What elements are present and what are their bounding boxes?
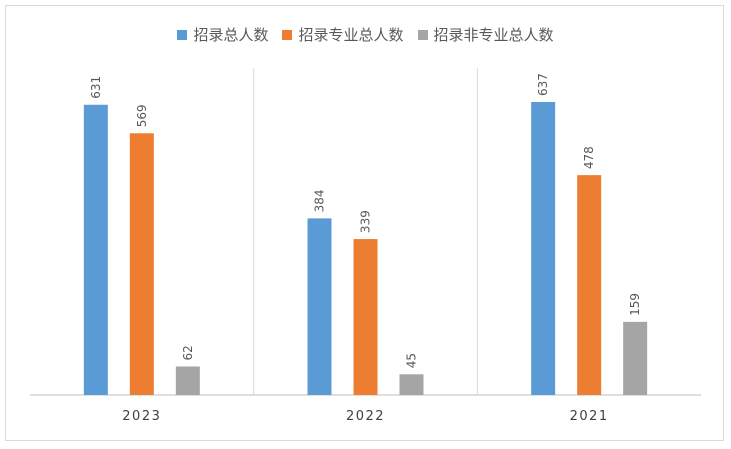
bar	[577, 175, 602, 395]
x-tick-label: 2021	[570, 409, 609, 424]
chart-legend: 招录总人数 招录专业总人数 招录非专业总人数	[0, 24, 731, 45]
bar	[531, 102, 556, 395]
bar	[399, 374, 424, 395]
legend-swatch-series-2	[282, 29, 293, 40]
legend-swatch-series-3	[417, 29, 428, 40]
data-label: 384	[313, 189, 327, 212]
bar	[175, 366, 200, 395]
data-label: 637	[536, 73, 550, 96]
legend-item-series-2: 招录专业总人数	[282, 24, 404, 45]
bar	[623, 321, 648, 395]
legend-label-series-2: 招录专业总人数	[298, 26, 404, 44]
data-label: 569	[135, 104, 149, 127]
legend-swatch-series-1	[177, 29, 188, 40]
bar	[353, 239, 378, 395]
x-tick-label: 2023	[122, 409, 161, 424]
bar	[307, 218, 332, 395]
data-label: 478	[582, 146, 596, 169]
x-tick-label: 2022	[346, 409, 385, 424]
data-label: 631	[89, 76, 103, 99]
data-label: 159	[628, 293, 642, 316]
legend-item-series-3: 招录非专业总人数	[417, 24, 554, 45]
data-label: 339	[359, 210, 373, 233]
bar	[83, 104, 108, 395]
legend-label-series-3: 招录非专业总人数	[433, 26, 554, 44]
bar	[129, 133, 154, 395]
data-label: 45	[405, 353, 419, 368]
legend-item-series-1: 招录总人数	[177, 24, 268, 45]
legend-label-series-1: 招录总人数	[193, 26, 269, 44]
data-label: 62	[181, 345, 195, 360]
